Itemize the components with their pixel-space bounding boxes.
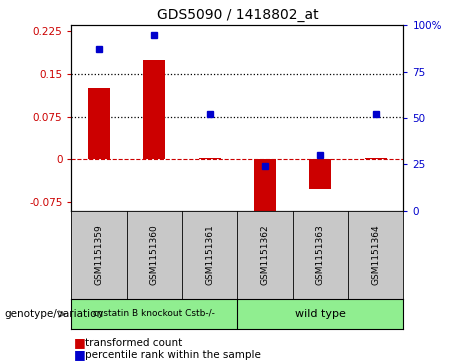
Text: GSM1151361: GSM1151361 — [205, 225, 214, 285]
Title: GDS5090 / 1418802_at: GDS5090 / 1418802_at — [157, 8, 318, 22]
Text: GSM1151363: GSM1151363 — [316, 225, 325, 285]
Bar — [88, 88, 110, 159]
Text: GSM1151364: GSM1151364 — [371, 225, 380, 285]
Bar — [365, 158, 387, 159]
Text: wild type: wild type — [295, 309, 346, 319]
Text: GSM1151360: GSM1151360 — [150, 225, 159, 285]
Text: transformed count: transformed count — [85, 338, 183, 348]
Text: genotype/variation: genotype/variation — [5, 309, 104, 319]
Bar — [309, 159, 331, 189]
Bar — [143, 60, 165, 159]
Text: GSM1151359: GSM1151359 — [95, 225, 104, 285]
Bar — [199, 158, 221, 159]
Text: ■: ■ — [74, 337, 85, 350]
Bar — [254, 159, 276, 213]
Text: cystatin B knockout Cstb-/-: cystatin B knockout Cstb-/- — [94, 310, 215, 318]
Text: ■: ■ — [74, 348, 85, 362]
Text: GSM1151362: GSM1151362 — [260, 225, 270, 285]
Text: percentile rank within the sample: percentile rank within the sample — [85, 350, 261, 360]
